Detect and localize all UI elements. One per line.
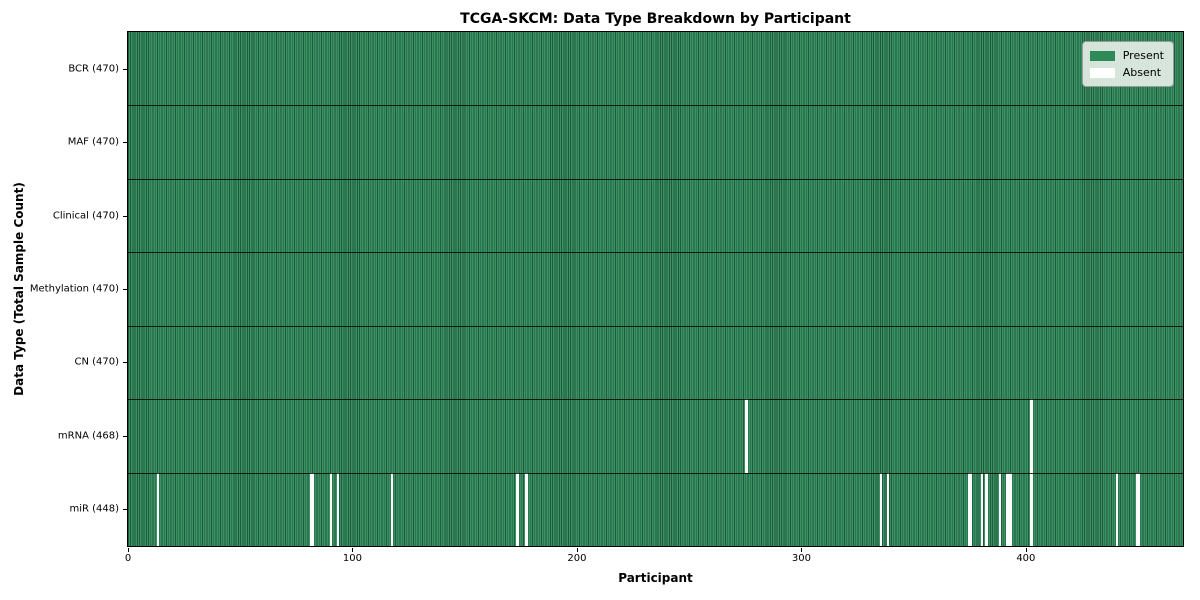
y-tick-mark (123, 68, 127, 70)
legend: Present Absent (1081, 41, 1174, 87)
y-tick-label: Clinical (470) (52, 210, 119, 222)
heatmap-row-methylation (128, 252, 1183, 325)
chart-title: TCGA-SKCM: Data Type Breakdown by Partic… (460, 11, 851, 27)
absent-bar (390, 472, 393, 546)
x-tick-label: 400 (1016, 553, 1036, 564)
y-tick-mark (123, 215, 127, 217)
absent-bar (1115, 472, 1118, 546)
y-tick-mark (123, 509, 127, 511)
absent-bar (1005, 472, 1008, 546)
y-tick-label: CN (470) (74, 356, 119, 368)
y-tick-label: Methylation (470) (29, 283, 119, 295)
absent-bar (516, 472, 519, 546)
absent-bar (1138, 472, 1141, 546)
x-tick-label: 0 (124, 553, 132, 564)
heatmap-row-mrna (128, 399, 1183, 473)
heatmap-row-cn (128, 326, 1183, 399)
x-tick-mark (801, 548, 803, 552)
absent-swatch-icon (1089, 67, 1115, 78)
absent-bar (336, 472, 339, 546)
absent-bar (157, 472, 160, 546)
absent-bar (1007, 472, 1011, 546)
absent-bar (879, 472, 883, 546)
x-tick-label: 100 (342, 553, 362, 564)
y-tick-mark (123, 362, 127, 364)
y-tick-mark (123, 435, 127, 437)
y-tick-mark (123, 142, 127, 144)
row-divider (128, 252, 1183, 254)
x-tick-label: 300 (791, 553, 811, 564)
heatmap-row-clinical (128, 179, 1183, 252)
x-axis-label: Participant (618, 571, 693, 585)
y-axis-label: Data Type (Total Sample Count) (12, 182, 27, 396)
y-tick-label: miR (448) (69, 503, 119, 515)
absent-bar (525, 472, 528, 546)
absent-bar (330, 472, 333, 546)
x-tick-mark (128, 548, 129, 552)
y-tick-mark (123, 289, 127, 290)
legend-label: Present (1122, 49, 1164, 62)
legend-item-absent: Absent (1089, 64, 1164, 81)
row-divider (128, 399, 1183, 401)
absent-bar (309, 472, 313, 546)
legend-label: Absent (1122, 66, 1162, 79)
x-tick-mark (1025, 548, 1027, 552)
absent-bar (312, 472, 315, 546)
absent-bar (745, 399, 748, 473)
heatmap-row-maf (128, 105, 1183, 178)
legend-item-present: Present (1089, 47, 1164, 64)
row-divider (128, 105, 1183, 107)
absent-bar (1010, 472, 1013, 546)
y-tick-label: BCR (470) (68, 63, 119, 75)
absent-bar (985, 472, 988, 546)
row-divider (128, 178, 1183, 180)
heatmap-plot: Present Absent (127, 31, 1184, 547)
absent-bar (1030, 472, 1033, 546)
absent-bar (1030, 399, 1033, 473)
row-divider (128, 472, 1183, 474)
present-swatch-icon (1089, 50, 1115, 61)
y-axis-label-wrap: Data Type (Total Sample Count) (8, 31, 30, 547)
x-tick-mark (352, 548, 354, 552)
row-divider (128, 325, 1183, 327)
absent-bar (1135, 472, 1139, 546)
y-tick-label: MAF (470) (67, 136, 119, 148)
x-tick-label: 200 (567, 553, 587, 564)
heatmap-row-mir (128, 472, 1183, 546)
y-tick-label: mRNA (468) (57, 430, 119, 442)
absent-bar (969, 472, 972, 546)
absent-bar (886, 472, 889, 546)
x-tick-mark (576, 548, 578, 552)
heatmap-row-bcr (128, 32, 1183, 105)
absent-bar (998, 472, 1002, 546)
absent-bar (967, 472, 970, 546)
absent-bar (980, 472, 984, 546)
